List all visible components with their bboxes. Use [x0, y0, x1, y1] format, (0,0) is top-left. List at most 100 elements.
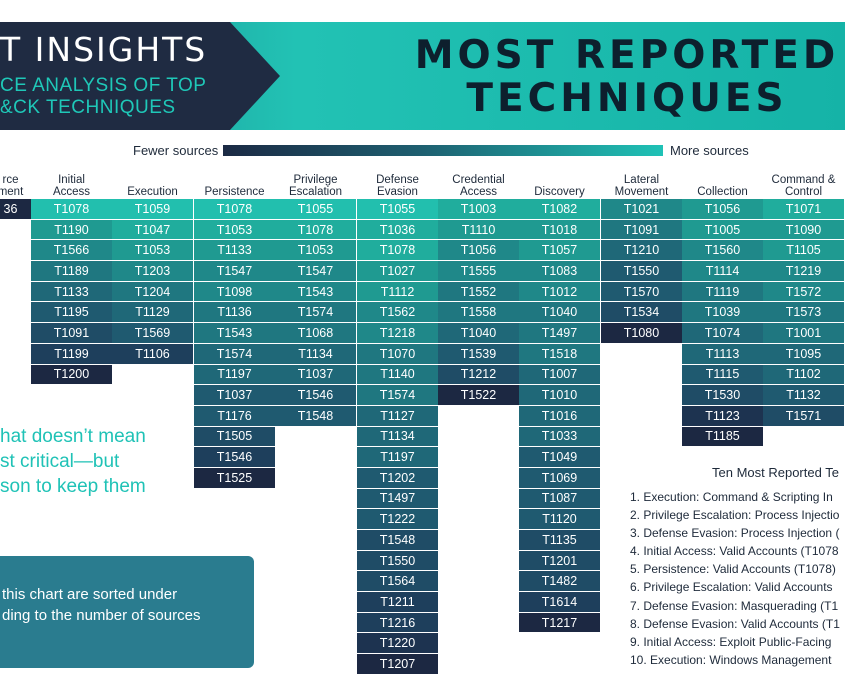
technique-cell: T1119 — [682, 281, 763, 303]
technique-cell: T1482 — [519, 571, 600, 593]
technique-cell: T1071 — [763, 199, 844, 220]
technique-cell: T1036 — [357, 219, 438, 241]
technique-cell: T1199 — [31, 343, 112, 365]
technique-cell: T1112 — [357, 281, 438, 303]
column-header: rce ment — [0, 170, 51, 199]
technique-cell: T1140 — [357, 364, 438, 386]
technique-cell: T1053 — [194, 219, 275, 241]
technique-cell: T1113 — [682, 343, 763, 365]
technique-cell: T1082 — [519, 199, 600, 220]
technique-cell: T1548 — [275, 405, 356, 427]
top-ten-title: Ten Most Reported Te — [712, 465, 839, 480]
technique-cell: T1129 — [112, 302, 193, 324]
technique-cell: T1189 — [31, 261, 112, 282]
column-header: Collection — [682, 170, 763, 199]
technique-cell: T1530 — [682, 385, 763, 406]
technique-cell: T1217 — [519, 612, 600, 634]
column-1: Initial Access T1078 T1190 T1566 T1189 T1133 T… — [31, 170, 112, 386]
column-header-label: Defense Evasion — [376, 174, 419, 198]
technique-cell: T1505 — [194, 426, 275, 448]
column-header: Command & Control — [763, 170, 844, 199]
page-title: MOST REPORTED TECHNIQUES — [414, 33, 840, 121]
technique-cell: T1047 — [112, 219, 193, 241]
column-header-label: Persistence — [204, 186, 265, 198]
technique-cell: T1055 — [357, 199, 438, 220]
technique-cell: T1569 — [112, 323, 193, 344]
technique-cell: T1027 — [357, 261, 438, 282]
technique-cell: T1176 — [194, 405, 275, 427]
technique-cell: T1110 — [438, 219, 519, 241]
column-header-label: Discovery — [534, 186, 585, 198]
technique-cell: T1021 — [601, 199, 682, 220]
technique-cell: T1033 — [519, 426, 600, 448]
technique-cell: T1574 — [357, 385, 438, 406]
technique-cell: T1555 — [438, 261, 519, 282]
technique-cell: T1202 — [357, 467, 438, 489]
technique-cell: T1074 — [682, 323, 763, 344]
technique-cell: T1552 — [438, 281, 519, 303]
technique-cell: T1210 — [601, 240, 682, 262]
technique-cell: T1059 — [112, 199, 193, 220]
technique-cell: T1574 — [194, 343, 275, 365]
technique-cell: T1078 — [194, 199, 275, 220]
technique-cell: T1216 — [357, 612, 438, 634]
technique-cell: T1185 — [682, 426, 763, 448]
technique-cell: T1105 — [763, 240, 844, 262]
technique-cell: T1564 — [357, 571, 438, 593]
column-header-label: Privilege Escalation — [288, 174, 343, 198]
technique-cell: T1497 — [357, 488, 438, 510]
column-7: Discovery T1082 T1018 T1057 T1083 T1012 T1040 T… — [519, 170, 600, 634]
technique-cell: T1078 — [357, 240, 438, 262]
note-text: this chart are sorted under ding to the … — [2, 586, 201, 624]
technique-cell: T1133 — [194, 240, 275, 262]
technique-cell: T1055 — [275, 199, 356, 220]
technique-cell: T1543 — [194, 323, 275, 344]
technique-cell: T1547 — [194, 261, 275, 282]
technique-cell: T1550 — [357, 550, 438, 572]
technique-cell: T1135 — [519, 530, 600, 551]
column-10: Command & Control T1071 T1090 T1105 T1219 T15… — [763, 170, 844, 427]
technique-cell: T1053 — [275, 240, 356, 262]
technique-cell: T1201 — [519, 550, 600, 572]
technique-cell: T1056 — [682, 199, 763, 220]
column-3: Persistence T1078 T1053 T1133 T1547 T1098 T113… — [194, 170, 275, 489]
technique-cell: T1195 — [31, 302, 112, 324]
technique-cell: T1018 — [519, 219, 600, 241]
column-4: Privilege Escalation T1055 T1078 T1053 T1547… — [275, 170, 356, 427]
technique-cell: T1049 — [519, 447, 600, 468]
technique-cell: T1539 — [438, 343, 519, 365]
column-header: Credential Access — [438, 170, 519, 199]
technique-cell: T1090 — [763, 219, 844, 241]
technique-cell: T1005 — [682, 219, 763, 241]
technique-cell: T1543 — [275, 281, 356, 303]
technique-cell: T1218 — [357, 323, 438, 344]
technique-cell: T1547 — [275, 261, 356, 282]
technique-cell: T1069 — [519, 467, 600, 489]
column-header-label: Credential Access — [452, 174, 505, 198]
top-ten-list: 1. Execution: Command & Scripting In 2. P… — [630, 488, 840, 669]
legend-high-label: More sources — [670, 143, 749, 158]
technique-cell: T1056 — [438, 240, 519, 262]
technique-cell: T1136 — [194, 302, 275, 324]
technique-cell: T1080 — [601, 323, 682, 344]
column-header-label: Initial Access — [52, 174, 91, 198]
technique-cell: T1037 — [275, 364, 356, 386]
column-header-label: rce ment — [0, 174, 24, 198]
column-header: Lateral Movement — [601, 170, 682, 199]
column-header-label: Execution — [127, 186, 178, 198]
technique-cell: T1115 — [682, 364, 763, 386]
technique-cell: T1546 — [275, 385, 356, 406]
technique-cell: T1211 — [357, 592, 438, 613]
technique-cell: T1098 — [194, 281, 275, 303]
technique-cell: T1012 — [519, 281, 600, 303]
top-ten-item: 3. Defense Evasion: Process Injection ( — [630, 526, 840, 541]
left-title: T INSIGHTS — [0, 30, 208, 69]
technique-cell: T1190 — [31, 219, 112, 241]
technique-cell: T1548 — [357, 530, 438, 551]
technique-cell: T1040 — [519, 302, 600, 324]
technique-cell: T1212 — [438, 364, 519, 386]
technique-cell: T1070 — [357, 343, 438, 365]
technique-cell: T1087 — [519, 488, 600, 510]
technique-cell: T1040 — [438, 323, 519, 344]
technique-cell: T1134 — [357, 426, 438, 448]
